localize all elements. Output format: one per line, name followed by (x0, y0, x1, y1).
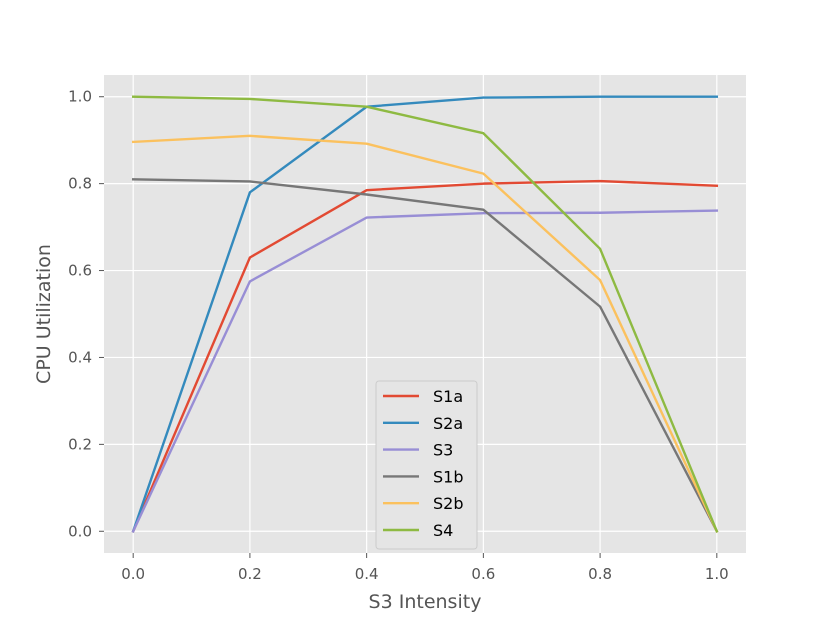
legend-label-s1a: S1a (433, 387, 463, 406)
legend-label-s4: S4 (433, 521, 453, 540)
x-tick-label: 0.8 (588, 565, 612, 583)
legend-label-s2b: S2b (433, 494, 464, 513)
y-tick-label: 0.2 (68, 435, 92, 453)
series-line-s4 (131, 95, 719, 533)
x-tick-label: 0.0 (121, 565, 145, 583)
legend-box (375, 380, 478, 550)
x-tick-label: 1.0 (705, 565, 729, 583)
x-axis-ticks: 0.0 0.2 0.4 0.6 0.8 1.0 (121, 553, 729, 583)
y-tick-label: 0.0 (68, 522, 92, 540)
y-tick-label: 0.4 (68, 348, 92, 366)
legend-label-s3: S3 (433, 441, 453, 460)
legend-label-s1b: S1b (433, 467, 464, 486)
y-tick-label: 0.8 (68, 175, 92, 193)
series-line-s3 (131, 209, 719, 533)
series-lines (131, 95, 719, 533)
x-axis-label: S3 Intensity (369, 591, 482, 613)
series-line-s2b (131, 134, 719, 533)
x-tick-label: 0.2 (238, 565, 262, 583)
y-tick-label: 1.0 (68, 88, 92, 106)
y-axis-label: CPU Utilization (33, 244, 55, 384)
series-line-s1b (131, 178, 719, 533)
legend: S1a S2a S3 S1b S2b S4 (375, 380, 478, 550)
x-tick-label: 0.6 (471, 565, 495, 583)
y-tick-label: 0.6 (68, 262, 92, 280)
series-line-s2a (131, 95, 719, 533)
x-tick-label: 0.4 (355, 565, 379, 583)
legend-label-s2a: S2a (433, 414, 463, 433)
series-line-s1a (131, 179, 719, 533)
y-axis-ticks: 0.0 0.2 0.4 0.6 0.8 1.0 (68, 88, 104, 540)
